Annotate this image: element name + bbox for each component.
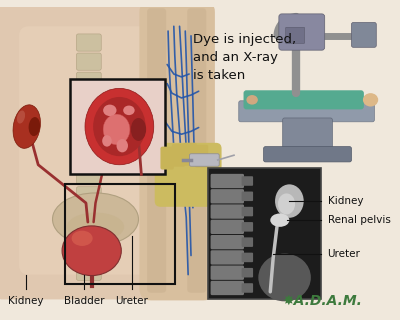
Ellipse shape bbox=[85, 88, 154, 165]
FancyBboxPatch shape bbox=[19, 26, 153, 275]
Ellipse shape bbox=[98, 125, 108, 142]
FancyBboxPatch shape bbox=[242, 268, 253, 277]
FancyBboxPatch shape bbox=[76, 110, 101, 128]
FancyBboxPatch shape bbox=[264, 147, 352, 162]
FancyBboxPatch shape bbox=[76, 244, 101, 261]
FancyBboxPatch shape bbox=[352, 22, 376, 47]
FancyBboxPatch shape bbox=[242, 176, 253, 186]
FancyBboxPatch shape bbox=[190, 154, 219, 166]
Text: and an X-ray: and an X-ray bbox=[193, 51, 278, 64]
Ellipse shape bbox=[13, 105, 40, 148]
Ellipse shape bbox=[123, 106, 135, 115]
Text: Ureter: Ureter bbox=[328, 249, 360, 259]
FancyBboxPatch shape bbox=[76, 129, 101, 147]
FancyBboxPatch shape bbox=[210, 266, 244, 280]
Ellipse shape bbox=[62, 226, 121, 276]
Ellipse shape bbox=[72, 231, 93, 246]
FancyBboxPatch shape bbox=[242, 252, 253, 262]
Bar bbox=[208, 168, 321, 300]
FancyBboxPatch shape bbox=[155, 143, 222, 207]
FancyBboxPatch shape bbox=[210, 281, 244, 295]
FancyBboxPatch shape bbox=[286, 27, 305, 44]
FancyBboxPatch shape bbox=[76, 91, 101, 108]
Ellipse shape bbox=[67, 212, 124, 241]
FancyBboxPatch shape bbox=[242, 222, 253, 232]
Bar bbox=[70, 79, 165, 174]
Ellipse shape bbox=[102, 135, 112, 147]
FancyBboxPatch shape bbox=[210, 174, 244, 188]
Text: Ureter: Ureter bbox=[115, 296, 148, 306]
FancyBboxPatch shape bbox=[210, 189, 244, 204]
FancyBboxPatch shape bbox=[210, 220, 244, 234]
Ellipse shape bbox=[29, 117, 40, 136]
FancyBboxPatch shape bbox=[76, 72, 101, 89]
Ellipse shape bbox=[270, 213, 289, 227]
Text: Dye is injected,: Dye is injected, bbox=[193, 33, 296, 46]
FancyBboxPatch shape bbox=[76, 53, 101, 70]
FancyBboxPatch shape bbox=[147, 8, 166, 293]
Text: ✸A.D.A.M.: ✸A.D.A.M. bbox=[283, 294, 362, 308]
FancyBboxPatch shape bbox=[210, 204, 244, 219]
FancyBboxPatch shape bbox=[140, 1, 215, 300]
FancyBboxPatch shape bbox=[0, 5, 182, 300]
Ellipse shape bbox=[116, 139, 128, 152]
FancyBboxPatch shape bbox=[242, 191, 253, 201]
Ellipse shape bbox=[103, 114, 130, 145]
FancyBboxPatch shape bbox=[283, 118, 332, 155]
Ellipse shape bbox=[103, 105, 116, 116]
FancyBboxPatch shape bbox=[76, 168, 101, 185]
Text: Kidney: Kidney bbox=[328, 196, 363, 206]
FancyBboxPatch shape bbox=[76, 148, 101, 166]
FancyBboxPatch shape bbox=[76, 187, 101, 204]
FancyBboxPatch shape bbox=[187, 8, 206, 293]
FancyBboxPatch shape bbox=[242, 283, 253, 293]
Ellipse shape bbox=[93, 97, 146, 156]
FancyBboxPatch shape bbox=[242, 237, 253, 247]
FancyBboxPatch shape bbox=[76, 263, 101, 280]
FancyBboxPatch shape bbox=[242, 207, 253, 216]
FancyBboxPatch shape bbox=[210, 250, 244, 265]
FancyBboxPatch shape bbox=[76, 34, 101, 51]
Ellipse shape bbox=[278, 193, 295, 214]
Ellipse shape bbox=[246, 95, 258, 105]
Text: Kidney: Kidney bbox=[8, 296, 44, 306]
Text: Renal pelvis: Renal pelvis bbox=[328, 215, 390, 225]
FancyBboxPatch shape bbox=[195, 145, 208, 168]
Ellipse shape bbox=[131, 118, 146, 141]
FancyBboxPatch shape bbox=[76, 225, 101, 242]
FancyBboxPatch shape bbox=[183, 143, 197, 166]
FancyBboxPatch shape bbox=[210, 235, 244, 249]
FancyBboxPatch shape bbox=[279, 14, 325, 50]
Text: is taken: is taken bbox=[193, 69, 245, 83]
Ellipse shape bbox=[52, 193, 138, 245]
FancyBboxPatch shape bbox=[76, 206, 101, 223]
Ellipse shape bbox=[258, 253, 311, 301]
Ellipse shape bbox=[363, 93, 378, 107]
Text: Bladder: Bladder bbox=[64, 296, 104, 306]
Ellipse shape bbox=[275, 184, 304, 218]
Bar bbox=[65, 184, 175, 284]
FancyBboxPatch shape bbox=[160, 147, 174, 170]
FancyBboxPatch shape bbox=[244, 90, 364, 109]
FancyBboxPatch shape bbox=[172, 144, 185, 167]
Ellipse shape bbox=[98, 114, 122, 152]
FancyBboxPatch shape bbox=[239, 101, 374, 122]
Ellipse shape bbox=[17, 110, 25, 124]
